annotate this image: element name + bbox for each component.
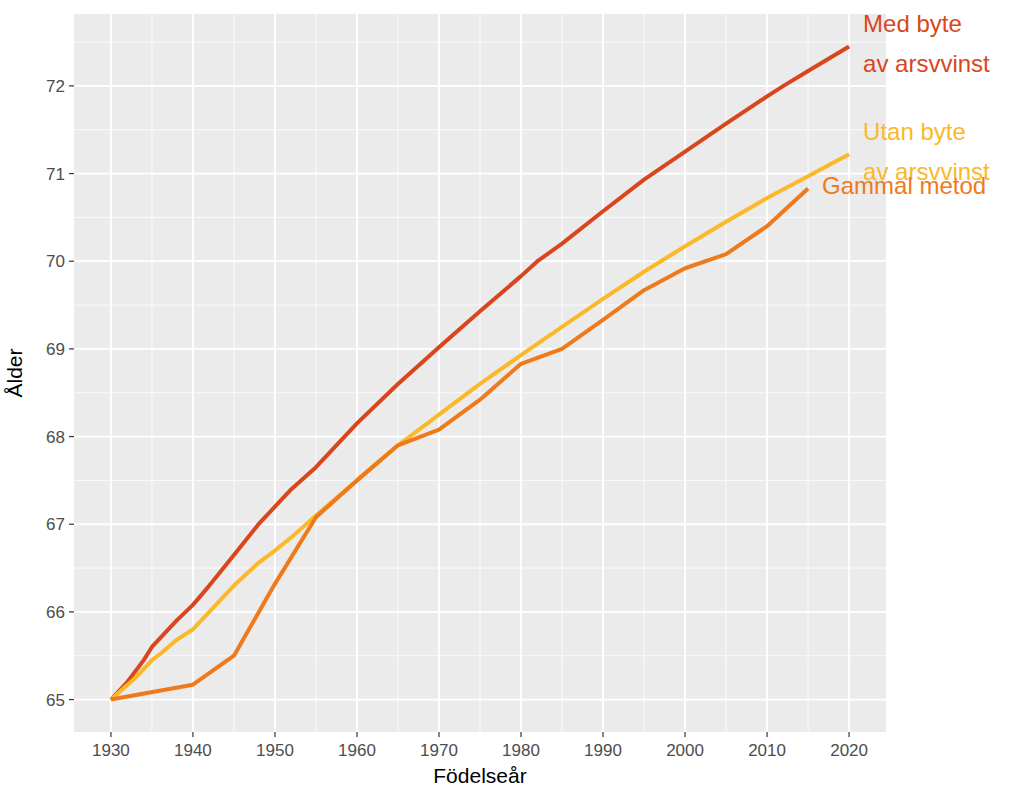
y-tick [69,261,74,262]
minor-grid-line [808,14,809,732]
minor-grid-line [562,14,563,732]
x-tick [356,732,357,737]
grid-line [74,436,886,438]
x-tick [520,732,521,737]
x-tick-label: 1950 [256,741,294,760]
minor-grid-line [74,655,886,656]
minor-grid-line [74,217,886,218]
y-tick-label: 66 [46,603,65,622]
grid-line [438,14,440,732]
grid-line [766,14,768,732]
series-label-line: Utan byte [863,119,966,146]
series-label: Gammal metod [822,173,986,200]
y-tick-label: 71 [46,165,65,184]
y-tick [69,524,74,525]
x-tick-label: 1930 [92,741,130,760]
minor-grid-line [397,14,398,732]
panel-background [74,14,886,732]
x-tick-label: 1940 [174,741,212,760]
x-tick [848,732,849,737]
minor-grid-line [74,305,886,306]
data-layer [111,46,849,699]
y-tick [69,85,74,86]
x-tick-label: 1990 [584,741,622,760]
y-tick [69,348,74,349]
x-tick [110,732,111,737]
x-tick [438,732,439,737]
x-tick-label: 2020 [830,741,868,760]
grid-line [74,85,886,87]
x-tick [274,732,275,737]
series-line [111,188,808,699]
minor-grid-line [74,42,886,43]
x-axis-title: Födelseår [433,764,526,787]
x-tick [192,732,193,737]
x-tick [684,732,685,737]
grid-line [74,173,886,175]
chart: 1930 1940 1950 1960 1970 1980 1990 2000 2010 2020… [0,0,1023,795]
grid-line [274,14,276,732]
minor-grid-line [74,568,886,569]
series-label: Med byte av arsvvinst [863,11,990,78]
x-tick [602,732,603,737]
minor-grid-line [233,14,234,732]
y-tick-label: 72 [46,77,65,96]
grid-line [74,348,886,350]
y-tick-label: 67 [46,515,65,534]
grid-line [684,14,686,732]
x-tick [766,732,767,737]
series-label-line: Gammal metod [822,173,986,200]
y-tick [69,173,74,174]
y-tick [69,611,74,612]
grid-line [192,14,194,732]
x-tick-label: 1960 [338,741,376,760]
grid-line [602,14,604,732]
y-tick-label: 68 [46,428,65,447]
series-line [111,154,849,699]
grid-line [74,611,886,613]
grid-line [848,14,850,732]
minor-grid-line [644,14,645,732]
minor-grid-line [74,392,886,393]
y-axis-title: Ålder [3,348,26,397]
minor-grid-line [480,14,481,732]
series-line [111,46,849,699]
grid-line [74,699,886,701]
y-tick-label: 65 [46,691,65,710]
minor-grid-line [74,480,886,481]
x-tick-label: 1970 [420,741,458,760]
grid-line [110,14,112,732]
series-label-line: Med byte [863,11,962,38]
minor-grid-line [74,129,886,130]
y-tick [69,699,74,700]
x-tick-label: 1980 [502,741,540,760]
y-tick-label: 70 [46,252,65,271]
grid-line [74,523,886,525]
grid [74,14,886,732]
grid-line [356,14,358,732]
grid-line [74,260,886,262]
x-tick-label: 2000 [666,741,704,760]
minor-grid-line [151,14,152,732]
grid-line [520,14,522,732]
x-tick-label: 2010 [748,741,786,760]
minor-grid-line [315,14,316,732]
y-tick-label: 69 [46,340,65,359]
series-label-line: av arsvvinst [863,51,990,78]
y-tick [69,436,74,437]
